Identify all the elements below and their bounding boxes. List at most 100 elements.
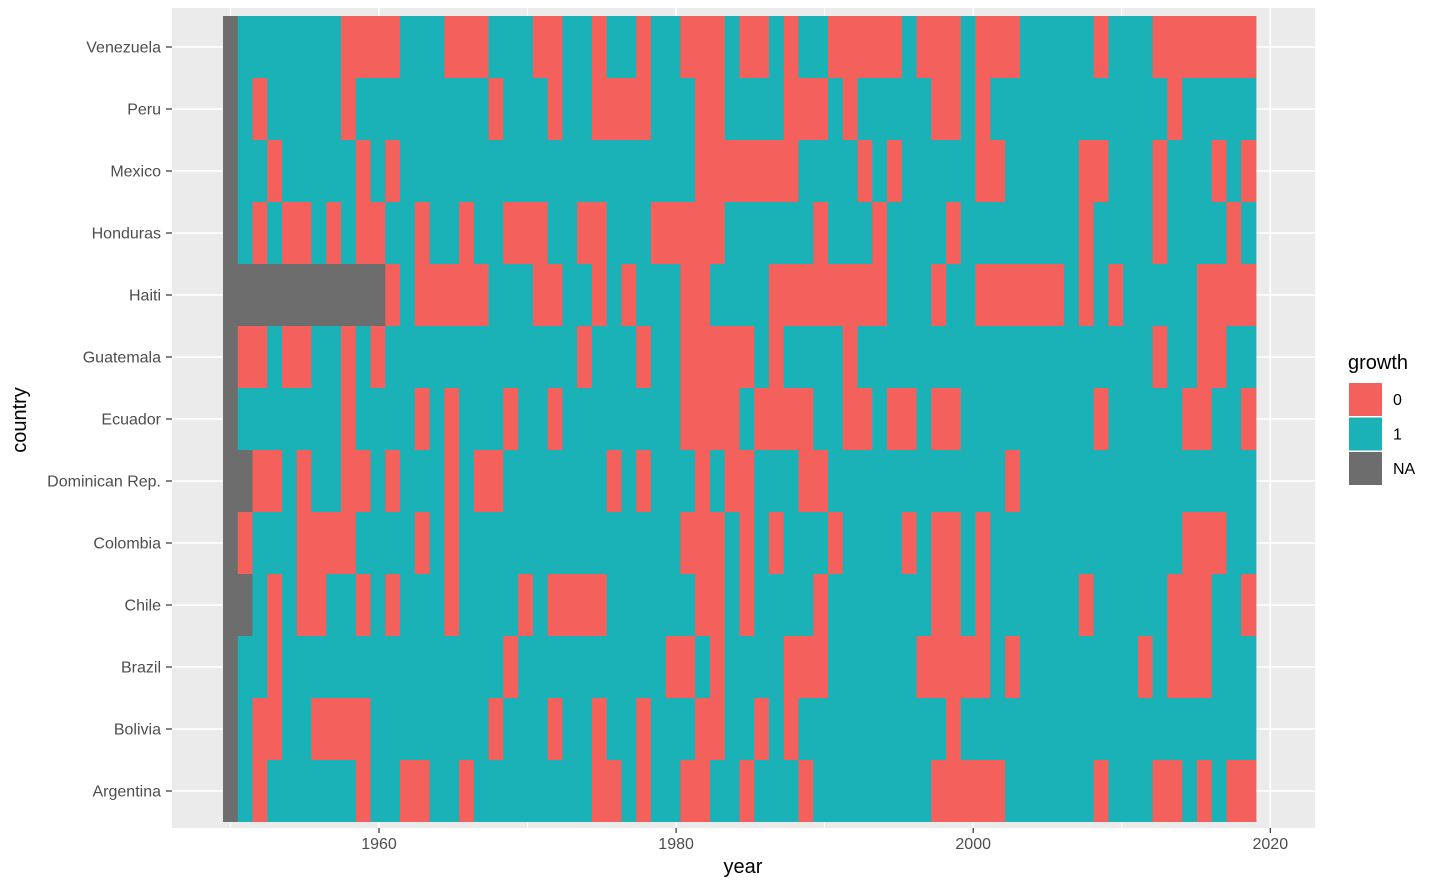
heatmap-tile xyxy=(355,450,371,512)
heatmap-tile xyxy=(341,512,357,574)
heatmap-tile xyxy=(754,326,770,388)
heatmap-tile xyxy=(946,326,962,388)
heatmap-tile xyxy=(1093,512,1109,574)
heatmap-tile xyxy=(444,512,460,574)
heatmap-tile xyxy=(769,512,785,574)
heatmap-tile xyxy=(252,636,268,698)
heatmap-tile xyxy=(901,140,917,202)
heatmap-tile xyxy=(1167,698,1183,760)
heatmap-tile xyxy=(1196,326,1213,388)
heatmap-tile xyxy=(400,574,416,636)
heatmap-tile xyxy=(931,450,947,512)
heatmap-tile xyxy=(1108,388,1124,450)
heatmap-tile xyxy=(946,388,962,450)
heatmap-tile xyxy=(769,16,785,78)
heatmap-tile xyxy=(547,326,563,388)
heatmap-tile xyxy=(282,450,298,512)
heatmap-tile xyxy=(901,636,917,698)
heatmap-tile xyxy=(473,326,490,388)
heatmap-tile xyxy=(562,16,578,78)
heatmap-tile xyxy=(813,450,829,512)
heatmap-tile xyxy=(1226,450,1242,512)
heatmap-tile xyxy=(754,16,770,78)
heatmap-tile xyxy=(1123,264,1139,326)
heatmap-tile xyxy=(1049,760,1065,822)
heatmap-tile xyxy=(1078,78,1095,140)
heatmap-tile xyxy=(1182,636,1198,698)
heatmap-tile xyxy=(1123,388,1139,450)
heatmap-tile xyxy=(680,264,696,326)
heatmap-tile xyxy=(591,326,608,388)
heatmap-tile xyxy=(621,202,637,264)
heatmap-tile xyxy=(577,16,593,78)
heatmap-tile xyxy=(459,264,475,326)
heatmap-tile xyxy=(916,78,932,140)
heatmap-tile xyxy=(828,760,844,822)
heatmap-tile xyxy=(1108,450,1124,512)
heatmap-tile xyxy=(1049,574,1065,636)
heatmap-tile xyxy=(1078,450,1095,512)
heatmap-tile xyxy=(872,760,888,822)
heatmap-tile xyxy=(828,574,844,636)
heatmap-tile xyxy=(739,202,755,264)
heatmap-tile xyxy=(267,760,283,822)
heatmap-tile xyxy=(473,574,490,636)
heatmap-tile xyxy=(1093,388,1109,450)
heatmap-tile xyxy=(355,760,371,822)
heatmap-tile xyxy=(311,574,327,636)
heatmap-tile xyxy=(887,326,903,388)
heatmap-tile xyxy=(1123,202,1139,264)
heatmap-tile xyxy=(1241,698,1257,760)
heatmap-tile xyxy=(1123,450,1139,512)
heatmap-tile xyxy=(532,140,549,202)
heatmap-tile xyxy=(1108,264,1124,326)
heatmap-tile xyxy=(1211,16,1227,78)
heatmap-tile xyxy=(532,760,549,822)
heatmap-tile xyxy=(370,140,386,202)
y-tick-label: Haiti xyxy=(129,288,161,305)
heatmap-tile xyxy=(429,78,445,140)
heatmap-tile xyxy=(488,760,504,822)
heatmap-tile xyxy=(1108,16,1124,78)
heatmap-tile xyxy=(532,326,549,388)
heatmap-tile xyxy=(606,78,622,140)
heatmap-tile xyxy=(341,450,357,512)
heatmap-tile xyxy=(621,388,637,450)
heatmap-tile xyxy=(473,636,490,698)
heatmap-tile xyxy=(223,760,239,822)
heatmap-tile xyxy=(518,140,534,202)
heatmap-tile xyxy=(1078,326,1095,388)
heatmap-tile xyxy=(311,326,327,388)
heatmap-tile xyxy=(946,574,962,636)
heatmap-tile xyxy=(311,698,327,760)
heatmap-tile xyxy=(1241,326,1257,388)
heatmap-tile xyxy=(488,512,504,574)
heatmap-tile xyxy=(960,512,977,574)
heatmap-tile xyxy=(355,326,371,388)
heatmap-tile xyxy=(1182,698,1198,760)
heatmap-tile xyxy=(518,388,534,450)
heatmap-tile xyxy=(1034,760,1050,822)
heatmap-tile xyxy=(1093,202,1109,264)
heatmap-tile xyxy=(1137,202,1154,264)
heatmap-tile xyxy=(872,140,888,202)
heatmap-tile xyxy=(518,450,534,512)
heatmap-tile xyxy=(916,450,932,512)
heatmap-tile xyxy=(960,760,977,822)
heatmap-tile xyxy=(488,326,504,388)
heatmap-tile xyxy=(1196,16,1213,78)
heatmap-tile xyxy=(1019,574,1036,636)
heatmap-tile xyxy=(990,202,1006,264)
heatmap-tile xyxy=(798,326,814,388)
heatmap-tile xyxy=(960,202,977,264)
heatmap-tile xyxy=(872,636,888,698)
heatmap-tile xyxy=(769,636,785,698)
heatmap-tile xyxy=(223,636,239,698)
legend-key-na xyxy=(1349,452,1382,485)
heatmap-tile xyxy=(326,388,342,450)
heatmap-tile xyxy=(532,636,549,698)
heatmap-tile xyxy=(872,16,888,78)
heatmap-tile xyxy=(887,78,903,140)
heatmap-tile xyxy=(1049,326,1065,388)
